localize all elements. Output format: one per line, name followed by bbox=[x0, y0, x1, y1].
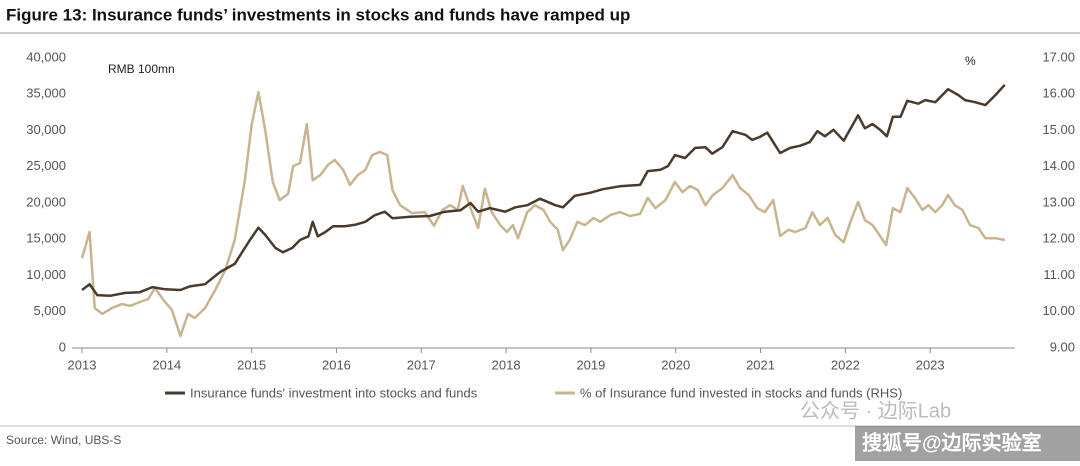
y-tick-label: 5,000 bbox=[33, 303, 66, 318]
y-tick-label: 40,000 bbox=[26, 49, 66, 64]
x-tick-label: 2018 bbox=[492, 357, 521, 372]
y-tick-label: 20,000 bbox=[26, 194, 66, 209]
y2-tick-label: 10.00 bbox=[1042, 303, 1075, 318]
y-tick-label: 0 bbox=[59, 339, 66, 354]
y-tick-label: 15,000 bbox=[26, 231, 66, 246]
y2-tick-label: 14.00 bbox=[1042, 158, 1075, 173]
x-tick-label: 2019 bbox=[576, 357, 605, 372]
y-tick-label: 25,000 bbox=[26, 158, 66, 173]
y-axis-label: RMB 100mn bbox=[108, 62, 175, 76]
x-tick-label: 2015 bbox=[237, 357, 266, 372]
watermark-band bbox=[855, 426, 1080, 461]
y2-axis-label: % bbox=[965, 54, 976, 68]
watermark: 搜狐号@边际实验室 bbox=[862, 430, 1042, 454]
y2-tick-label: 17.00 bbox=[1042, 49, 1075, 64]
x-tick-label: 2014 bbox=[152, 357, 181, 372]
x-tick-label: 2022 bbox=[831, 357, 860, 372]
y2-tick-label: 12.00 bbox=[1042, 231, 1075, 246]
series-line bbox=[80, 90, 1006, 338]
y2-tick-label: 11.00 bbox=[1043, 267, 1075, 282]
legend-label: % of Insurance fund invested in stocks a… bbox=[580, 385, 902, 400]
y-tick-label: 35,000 bbox=[26, 86, 66, 101]
chart-title: Figure 13: Insurance funds’ investments … bbox=[6, 5, 630, 24]
x-tick-label: 2023 bbox=[916, 357, 945, 372]
y2-tick-label: 13.00 bbox=[1042, 194, 1075, 209]
x-tick-label: 2020 bbox=[661, 357, 690, 372]
legend-label: Insurance funds' investment into stocks … bbox=[190, 385, 478, 400]
y2-tick-label: 16.00 bbox=[1042, 86, 1075, 101]
y-tick-label: 10,000 bbox=[26, 267, 66, 282]
x-tick-label: 2021 bbox=[746, 357, 775, 372]
watermark: 公众号 · 边际Lab bbox=[800, 399, 951, 422]
x-tick-label: 2016 bbox=[322, 357, 351, 372]
x-tick-label: 2013 bbox=[68, 357, 97, 372]
x-tick-label: 2017 bbox=[407, 357, 436, 372]
y2-tick-label: 9.00 bbox=[1050, 339, 1075, 354]
y-tick-label: 30,000 bbox=[26, 122, 66, 137]
y2-tick-label: 15.00 bbox=[1042, 122, 1075, 137]
source: Source: Wind, UBS-S bbox=[6, 433, 121, 447]
series-line bbox=[81, 83, 1006, 298]
